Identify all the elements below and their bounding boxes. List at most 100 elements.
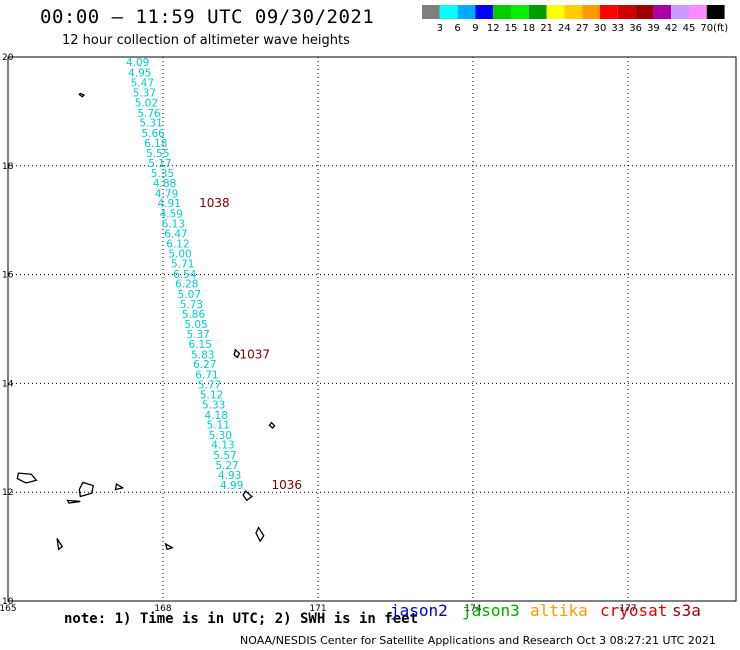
colorbar-legend: 3 6 9 12 15 18 21 24 27 30 33 36 39 42 45 70 (ft) (422, 5, 728, 34)
island-outline (233, 348, 241, 359)
wave-height-label: 4.91 (158, 198, 181, 210)
wave-height-label: 4.18 (205, 410, 228, 422)
wave-height-label: 6.54 (173, 269, 197, 281)
colorbar-tick-label: 9 (472, 23, 478, 34)
island-outline (114, 482, 125, 491)
colorbar-unit: (ft) (713, 23, 728, 34)
colorbar-swatch (422, 5, 440, 19)
wave-height-label: 6.47 (164, 229, 187, 241)
footer-credit: NOAA/NESDIS Center for Satellite Applica… (240, 634, 716, 647)
colorbar-tick-label: 27 (576, 23, 589, 34)
wave-height-label: 5.07 (178, 289, 201, 301)
wave-height-label: 5.33 (202, 399, 225, 411)
colorbar-swatch (689, 5, 707, 19)
footer-note: note: 1) Time is in UTC; 2) SWH is in fe… (64, 611, 419, 627)
satellite-label-jason2: jason2 (390, 601, 448, 620)
lon-tick-label: 165 (0, 604, 17, 614)
pressure-label: 1038 (199, 196, 230, 210)
colorbar-swatch (528, 5, 547, 19)
lat-tick-label: 14 (2, 379, 14, 389)
satellite-label-cryosat: cryosat (600, 601, 668, 620)
island-outline (164, 542, 174, 551)
wave-height-label: 4.09 (126, 57, 149, 69)
wave-height-label: 4.93 (218, 470, 241, 482)
island-outline (255, 526, 265, 543)
wave-height-label: 5.55 (146, 148, 169, 160)
pressure-label: 1037 (239, 347, 270, 361)
wave-height-label: 5.11 (207, 420, 230, 432)
colorbar-tick-label: 15 (505, 23, 518, 34)
colorbar-swatch (493, 5, 511, 19)
wave-height-label: 5.17 (148, 158, 171, 170)
colorbar-tick-label: 36 (629, 23, 642, 34)
colorbar-tick-label: 45 (683, 23, 696, 34)
wave-height-label: 4.88 (153, 178, 176, 190)
wave-height-label: 5.86 (182, 309, 206, 321)
island-outline (242, 490, 253, 502)
colorbar-tick-label: 39 (647, 23, 660, 34)
colorbar-tick-label: 21 (540, 23, 553, 34)
colorbar-tick-label: 24 (558, 23, 571, 34)
colorbar-tick-label: 3 (437, 23, 443, 34)
island-outline (78, 481, 95, 498)
wave-height-label: 5.27 (215, 460, 238, 472)
satellite-label-altika: altika (530, 601, 588, 620)
colorbar-swatch (706, 5, 725, 19)
satellite-label-jason3: jason3 (462, 601, 520, 620)
colorbar-tick-label: 30 (594, 23, 607, 34)
pressure-label: 1036 (272, 478, 303, 492)
island-outline (66, 499, 81, 504)
map-frame (7, 56, 737, 602)
colorbar-tick-label: 12 (487, 23, 500, 34)
wave-height-label: 5.83 (191, 349, 214, 361)
wave-height-label: 5.71 (171, 259, 194, 271)
colorbar-tick-label: 70 (700, 23, 713, 34)
wave-height-label: 5.30 (209, 430, 232, 442)
colorbar-swatch (671, 5, 689, 19)
wave-height-label: 4.99 (220, 480, 243, 492)
colorbar-swatch (635, 5, 654, 19)
lat-tick-label: 18 (2, 162, 14, 172)
map-title: 00:00 – 11:59 UTC 09/30/2021 (40, 6, 375, 28)
island-outline (56, 538, 64, 551)
colorbar-swatch (511, 5, 529, 19)
colorbar-swatch (546, 5, 565, 19)
wave-height-label: 6.27 (193, 359, 216, 371)
wave-height-label: 5.02 (135, 98, 158, 110)
colorbar-swatch (617, 5, 636, 19)
wave-height-label: 4.13 (211, 440, 234, 452)
wave-height-label: 5.37 (186, 329, 209, 341)
lat-tick-label: 20 (2, 53, 14, 63)
wave-height-label: 6.12 (166, 238, 189, 250)
lat-tick-label: 10 (2, 597, 14, 607)
colorbar-tick-label: 6 (454, 23, 460, 34)
wave-height-label: 6.18 (144, 138, 167, 150)
colorbar-tick-label: 33 (611, 23, 624, 34)
wave-height-label: 5.57 (213, 450, 236, 462)
lon-tick-label: 174 (464, 604, 481, 614)
wave-height-label: 6.28 (175, 279, 198, 291)
wave-height-label: 5.12 (200, 390, 223, 402)
wave-height-label: 5.05 (184, 319, 207, 331)
wave-height-label: 5.73 (180, 299, 203, 311)
wave-height-label: 5.66 (141, 128, 165, 140)
map-subtitle: 12 hour collection of altimeter wave hei… (62, 33, 350, 48)
colorbar-swatch (439, 5, 458, 19)
wave-height-label: 6.15 (189, 339, 212, 351)
wave-height-label: 6.71 (195, 370, 218, 382)
wave-height-label: 5.77 (198, 379, 221, 391)
wave-height-label: 5.31 (139, 118, 162, 130)
lon-tick-label: 168 (154, 604, 171, 614)
wave-height-label: 6.13 (162, 218, 185, 230)
colorbar-swatch (564, 5, 583, 19)
island-outline (16, 472, 38, 484)
colorbar-swatch (600, 5, 618, 19)
colorbar-tick-label: 42 (665, 23, 678, 34)
colorbar-swatch (475, 5, 494, 19)
colorbar-swatch (582, 5, 600, 19)
wave-height-label: 4.95 (128, 68, 151, 80)
island-outline (268, 421, 276, 429)
lat-tick-label: 16 (2, 271, 14, 281)
wave-height-label: 4.79 (155, 188, 178, 200)
